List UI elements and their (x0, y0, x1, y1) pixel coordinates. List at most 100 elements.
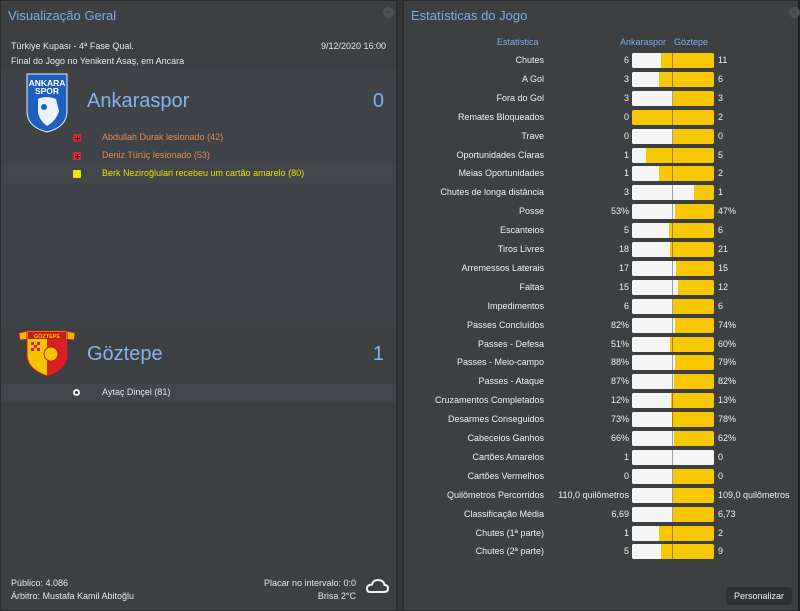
event-text[interactable]: Abdullah Durak lesionado (42) (102, 132, 224, 142)
stat-row: Chutes (2ª parte) 5 9 (404, 542, 799, 561)
stat-comparison-bar (632, 90, 714, 106)
panel-splitter[interactable] (397, 0, 403, 611)
stat-label: Cabeceios Ganhos (467, 433, 544, 443)
stat-away-value: 6 (718, 225, 724, 236)
stat-comparison-bar (632, 336, 714, 352)
stats-title: Estatísticas do Jogo (411, 8, 528, 23)
stat-away-value: 47% (718, 206, 737, 217)
stat-away-value: 0 (718, 451, 724, 462)
stat-home-value: 1 (623, 527, 629, 538)
stat-away-value: 12 (718, 281, 729, 292)
home-bar-fill (632, 128, 673, 144)
stat-label: Chutes (2ª parte) (475, 546, 544, 557)
stat-comparison-bar (632, 109, 714, 125)
goal-ball-icon (73, 389, 80, 396)
home-bar-fill (632, 53, 661, 68)
stat-comparison-bar (632, 185, 714, 201)
bar-midline (672, 431, 673, 446)
column-header-home[interactable]: Ankaraspor (620, 37, 667, 47)
bar-midline (672, 71, 673, 87)
stat-comparison-bar (632, 147, 714, 163)
bar-midline (672, 506, 673, 522)
stat-comparison-bar (632, 260, 714, 276)
bar-midline (672, 204, 673, 220)
stat-comparison-bar (632, 242, 714, 257)
stat-home-value: 5 (623, 546, 629, 557)
stat-home-value: 12% (610, 395, 629, 406)
home-bar-fill (632, 279, 678, 295)
away-team-name[interactable]: Göztepe (87, 343, 163, 365)
stat-home-value: 3 (623, 73, 629, 84)
stat-away-value: 79% (718, 357, 737, 368)
stat-label: Passes - Ataque (478, 376, 544, 387)
stat-home-value: 5 (623, 225, 629, 236)
home-bar-fill (632, 506, 673, 522)
bar-midline (672, 53, 673, 68)
stat-away-value: 11 (718, 55, 728, 65)
stat-home-value: 66% (610, 433, 629, 443)
home-bar-fill (632, 449, 714, 465)
home-team-name[interactable]: Ankaraspor (87, 90, 190, 112)
stat-row: Cartões Vermelhos 0 0 (404, 467, 799, 486)
stat-away-value: 6,73 (718, 508, 736, 519)
bar-midline (672, 412, 673, 428)
stat-away-value: 2 (718, 168, 724, 179)
stat-row: Trave 0 0 (404, 127, 799, 146)
stat-away-value: 109,0 quilômetros (718, 489, 790, 500)
column-header-stat[interactable]: Estatística (497, 37, 539, 47)
referee-label[interactable]: Árbitro: Mustafa Kamil Abitoğlu (11, 591, 135, 601)
stat-away-value: 15 (718, 262, 729, 273)
panel-menu-chevron-icon[interactable] (789, 7, 800, 18)
stat-away-value: 13% (718, 395, 737, 406)
home-bar-fill (632, 544, 661, 560)
stat-home-value: 53% (610, 206, 629, 217)
event-text[interactable]: Berk Neziroğlulari recebeu um cartão ama… (102, 168, 305, 178)
bar-midline (672, 525, 673, 541)
stat-home-value: 82% (610, 319, 629, 330)
stat-comparison-bar (632, 355, 714, 371)
bar-midline (672, 487, 673, 503)
yellow-card-icon (73, 170, 81, 178)
home-bar-fill (632, 185, 694, 201)
stat-label: Oportunidades Claras (456, 149, 544, 160)
column-header-away[interactable]: Göztepe (674, 37, 709, 47)
ankaraspor-crest-icon[interactable]: ANKARA SPOR (26, 73, 68, 133)
bar-midline (672, 393, 673, 409)
stat-row: Escanteios 5 6 (404, 221, 799, 240)
home-bar-fill (632, 223, 669, 239)
stat-home-value: 6 (623, 300, 629, 311)
home-bar-fill (632, 90, 673, 106)
injury-icon (73, 152, 81, 160)
stat-label: Chutes (1ª parte) (475, 527, 544, 538)
event-text[interactable]: Deniz Türüç lesionado (53) (102, 150, 210, 160)
stat-label: Cruzamentos Completados (434, 395, 544, 406)
stat-comparison-bar (632, 393, 714, 409)
stat-comparison-bar (632, 374, 714, 390)
stat-label: Arremessos Laterais (461, 262, 544, 273)
stat-label: Escanteios (499, 225, 544, 236)
home-bar-fill (632, 260, 676, 276)
event-text[interactable]: Aytaç Dinçel (81) (102, 387, 171, 397)
stat-away-value: 0 (718, 470, 724, 481)
stat-comparison-bar (632, 487, 714, 503)
stat-comparison-bar (632, 279, 714, 295)
away-team-section: GÖZTEPE Göztepe 1 Aytaç Dinçel (81) (1, 329, 396, 409)
stat-row: Fora do Gol 3 3 (404, 89, 799, 108)
stat-label: Passes - Defesa (477, 338, 544, 349)
match-datetime: 9/12/2020 16:00 (320, 41, 386, 51)
home-bar-fill (632, 242, 670, 257)
goztepe-crest-icon[interactable]: GÖZTEPE (18, 329, 76, 377)
panel-menu-chevron-icon[interactable] (383, 7, 394, 18)
stat-comparison-bar (632, 223, 714, 239)
bar-midline (672, 185, 673, 201)
stat-label: Passes - Meio-campo (456, 357, 544, 368)
stat-away-value: 0 (718, 130, 724, 141)
home-bar-fill (632, 298, 673, 314)
customize-button[interactable]: Personalizar (725, 587, 792, 605)
stat-away-value: 2 (718, 111, 724, 122)
stat-comparison-bar (632, 204, 714, 220)
bar-midline (672, 279, 673, 295)
halftime-score-label: Placar no intervalo: 0:0 (263, 578, 356, 588)
stat-away-value: 60% (718, 338, 737, 349)
stat-home-value: 17 (618, 262, 629, 273)
